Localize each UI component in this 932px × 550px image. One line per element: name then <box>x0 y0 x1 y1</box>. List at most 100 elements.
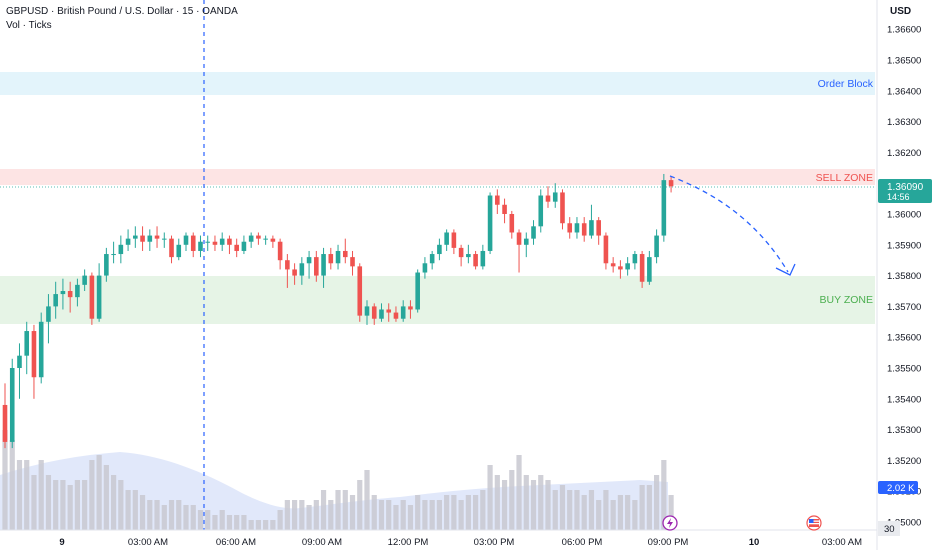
candle-down <box>256 235 261 239</box>
volume-bar <box>60 480 66 530</box>
price-tick-label: 1.36200 <box>887 148 921 159</box>
volume-bar <box>509 470 515 530</box>
volume-bar <box>523 475 529 530</box>
volume-bar <box>263 520 269 530</box>
volume-bar <box>661 460 667 530</box>
time-tick-label: 10 <box>749 537 760 548</box>
volume-bar <box>538 475 544 530</box>
candle-down <box>581 223 587 236</box>
candle-up <box>335 250 341 264</box>
time-tick-label: 06:00 PM <box>562 537 603 548</box>
candle-up <box>176 244 182 258</box>
time-tick-label: 06:00 AM <box>216 537 256 548</box>
us-flag-event-icon[interactable] <box>806 515 822 531</box>
candle-down <box>67 291 73 298</box>
candle-up <box>53 294 58 307</box>
volume-bar <box>646 485 652 530</box>
price-tick-label: 1.36300 <box>887 117 921 128</box>
projection-arrow[interactable] <box>669 175 789 273</box>
candle-down <box>212 241 218 245</box>
candle-up <box>480 250 486 267</box>
volume-bar <box>292 500 298 530</box>
volume-bar <box>516 455 522 530</box>
price-tick-label: 1.36600 <box>887 25 921 36</box>
volume-bar <box>125 490 131 530</box>
volume-bar <box>96 455 102 530</box>
candles <box>2 173 674 449</box>
currency-label: USD <box>890 6 911 17</box>
candle-down <box>277 241 283 261</box>
volume-bar <box>393 505 399 530</box>
order-block-zone[interactable] <box>0 72 875 95</box>
volume-bar <box>494 475 500 530</box>
candle-up <box>321 254 326 276</box>
volume-bar <box>320 490 327 530</box>
candle-down <box>154 235 160 239</box>
candle-down <box>371 306 377 319</box>
candle-up <box>60 291 66 295</box>
symbol-title[interactable]: GBPUSD · British Pound / U.S. Dollar · 1… <box>6 6 238 17</box>
price-tick-label: 1.36000 <box>887 210 921 221</box>
lightning-event-icon[interactable] <box>662 515 678 531</box>
price-tick-label: 1.36400 <box>887 86 921 97</box>
volume-ma-area <box>0 452 668 530</box>
candle-down <box>495 195 500 205</box>
candle-down <box>342 250 348 258</box>
candle-down <box>639 254 645 282</box>
candle-up <box>415 272 420 310</box>
candle-down <box>545 195 551 202</box>
candle-up <box>379 309 384 319</box>
volume-bar <box>197 510 204 530</box>
volume-bar <box>654 475 660 530</box>
volume-bar <box>559 485 566 530</box>
price-tick-label: 1.35700 <box>887 302 921 313</box>
volume-bar <box>342 490 348 530</box>
candle-down <box>502 204 507 214</box>
volume-bar <box>632 500 638 530</box>
buy-zone-label: BUY ZONE <box>820 294 873 306</box>
volume-bar <box>625 495 631 530</box>
volume-bar <box>82 480 88 530</box>
volume-bar <box>436 500 442 530</box>
volume-bar <box>38 460 44 530</box>
volume-bar <box>444 495 450 530</box>
sell-zone-label: SELL ZONE <box>816 172 873 184</box>
volume-indicator-title[interactable]: Vol · Ticks <box>6 20 52 31</box>
candle-down <box>408 306 413 310</box>
candle-up <box>133 235 138 239</box>
candle-up <box>241 241 247 251</box>
buy-zone[interactable] <box>0 276 875 324</box>
candle-up <box>466 254 471 258</box>
price-axis[interactable]: 1.36600 1.36500 1.36400 1.36300 1.36200 1.360… <box>887 25 921 529</box>
chart-legend[interactable]: GBPUSD · British Pound / U.S. Dollar · 1… <box>6 5 238 33</box>
volume-bar <box>24 460 30 530</box>
candle-up <box>111 254 116 256</box>
current-price-tag <box>878 179 932 203</box>
volume-bar <box>205 510 211 530</box>
candle-up <box>444 232 449 245</box>
sell-zone[interactable] <box>0 169 875 185</box>
candle-up <box>96 275 102 319</box>
volume-bar <box>74 480 80 530</box>
volume-bar <box>603 490 609 530</box>
price-tick-label: 1.35900 <box>887 240 921 251</box>
candle-down <box>227 238 232 245</box>
candle-down <box>458 247 464 258</box>
volume-bar <box>111 475 117 530</box>
time-tick-label: 03:00 PM <box>474 537 515 548</box>
volume-bar <box>313 500 319 530</box>
timezone-box[interactable] <box>878 521 900 536</box>
price-tick-label: 1.36500 <box>887 56 921 67</box>
candle-down <box>292 269 297 276</box>
volume-bar <box>581 495 587 530</box>
volume-bar <box>270 520 276 530</box>
time-tick-label: 03:00 AM <box>128 537 168 548</box>
volume-bar <box>378 500 385 530</box>
volume-bar <box>552 490 558 530</box>
volume-bar <box>277 510 283 530</box>
volume-bar <box>610 500 616 530</box>
time-axis[interactable]: 9 03:00 AM 06:00 AM 09:00 AM 12:00 PM 03:00 P… <box>59 537 862 548</box>
volume-tag <box>878 481 918 494</box>
candle-up <box>422 263 428 273</box>
